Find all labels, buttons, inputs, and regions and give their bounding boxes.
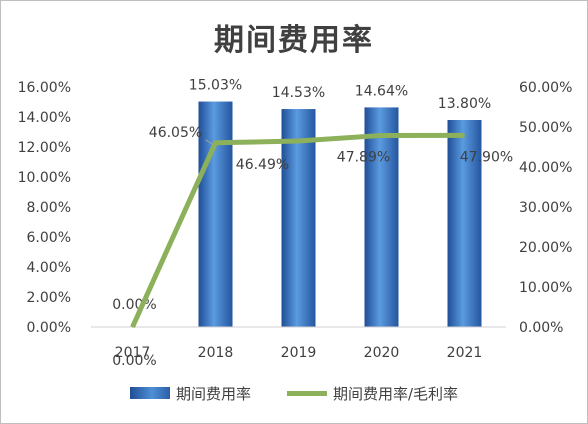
line-data-label: 46.05%	[149, 125, 202, 141]
legend-line-label: 期间费用率/毛利率	[332, 384, 459, 403]
x-tick-label: 2018	[198, 345, 234, 361]
bar-data-label: 0.00%	[112, 297, 156, 313]
bar-data-label: 14.64%	[355, 83, 408, 99]
chart-title: 期间费用率	[214, 23, 374, 58]
bar-2019	[281, 109, 316, 327]
y-right-tick-label: 20.00%	[519, 240, 572, 256]
bar-2021	[447, 120, 482, 327]
bar-2020	[364, 107, 399, 328]
y-left-tick-label: 2.00%	[27, 290, 71, 306]
line-point-2017	[132, 326, 133, 328]
legend-bar-swatch	[129, 387, 170, 399]
plot-area: 0.00% 2.00% 4.00% 6.00% 8.00% 10.00% 12.00% 14.…	[18, 78, 573, 369]
line-data-label: 47.90%	[460, 149, 513, 165]
bar-data-label: 15.03%	[189, 78, 242, 94]
bar-data-label: 13.80%	[438, 96, 491, 112]
legend-item-line: 期间费用率/毛利率	[286, 383, 459, 404]
line-point-2021	[464, 134, 465, 136]
legend-bar-label: 期间费用率	[175, 384, 251, 403]
y-right-tick-label: 10.00%	[519, 280, 572, 296]
y-left-tick-label: 6.00%	[27, 230, 71, 246]
y-right-tick-label: 50.00%	[519, 120, 572, 136]
line-data-label: 47.89%	[337, 149, 390, 165]
legend-line-swatch	[286, 390, 327, 396]
line-data-label: 0.00%	[112, 353, 156, 369]
x-tick-label: 2019	[281, 345, 317, 361]
y-left-tick-label: 14.00%	[18, 110, 71, 126]
y-right-tick-label: 60.00%	[519, 80, 572, 96]
bar-data-label: 14.53%	[272, 85, 325, 101]
y-left-tick-label: 0.00%	[27, 320, 71, 336]
line-point-2019	[298, 140, 299, 142]
y-left-tick-label: 8.00%	[27, 200, 71, 216]
y-right-tick-label: 40.00%	[519, 160, 572, 176]
x-tick-label: 2020	[364, 345, 400, 361]
x-tick-label: 2017	[115, 345, 151, 361]
y-right-tick-label: 0.00%	[519, 320, 563, 336]
y-left-tick-label: 12.00%	[18, 140, 71, 156]
legend: 期间费用率 期间费用率/毛利率	[1, 381, 587, 405]
line-data-label: 46.49%	[236, 157, 289, 173]
y-right-tick-label: 30.00%	[519, 200, 572, 216]
line-label-leader	[205, 139, 214, 146]
y-left-tick-label: 4.00%	[27, 260, 71, 276]
bar-2018	[198, 101, 233, 327]
line-point-2018	[215, 142, 216, 144]
y-left-tick-label: 10.00%	[18, 170, 71, 186]
legend-item-bar: 期间费用率	[129, 383, 251, 404]
x-tick-label: 2021	[447, 345, 483, 361]
y-left-tick-label: 16.00%	[18, 80, 71, 96]
line-point-2020	[381, 134, 382, 136]
